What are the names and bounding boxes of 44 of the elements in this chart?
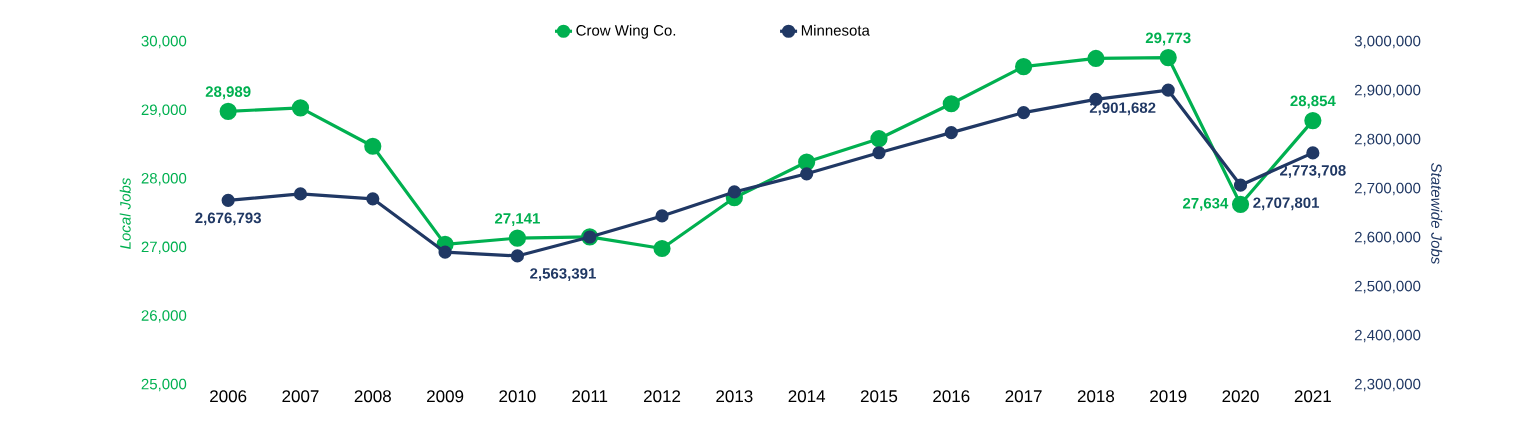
x-tick-label: 2010 — [499, 390, 536, 403]
x-tick-label: 2013 — [716, 390, 753, 403]
x-tick-label: 2021 — [1294, 390, 1331, 403]
y2-tick-label: 2,900,000 — [1354, 84, 1421, 98]
legend-label: Minnesota — [801, 24, 870, 36]
data-label: 2,773,708 — [1280, 165, 1346, 178]
data-label: 28,854 — [1290, 95, 1336, 109]
x-tick-label: 2018 — [1077, 390, 1115, 403]
data-label: 27,634 — [1182, 197, 1229, 211]
x-tick-label: 2020 — [1222, 390, 1259, 403]
x-tick-label: 2014 — [788, 390, 826, 403]
x-tick-label: 2006 — [210, 390, 247, 403]
y-tick-label: 26,000 — [141, 310, 187, 323]
y-tick-label: 27,000 — [141, 241, 187, 254]
data-label: 2,901,682 — [1089, 102, 1156, 116]
x-tick-label: 2012 — [643, 390, 681, 403]
y-tick-label: 30,000 — [141, 35, 187, 49]
y-tick-label: 25,000 — [141, 378, 187, 392]
y-tick-label: 29,000 — [141, 104, 187, 117]
legend-label: Crow Wing Co. — [576, 24, 676, 39]
x-tick-label: 2007 — [282, 390, 319, 403]
x-tick-label: 2011 — [572, 390, 608, 403]
data-label: 28,989 — [205, 86, 251, 100]
y2-axis-title: Statewide Jobs — [1431, 163, 1443, 265]
y2-tick-label: 2,300,000 — [1354, 378, 1421, 392]
y2-tick-label: 2,400,000 — [1354, 329, 1421, 343]
x-tick-label: 2009 — [427, 390, 464, 403]
data-label: 2,707,801 — [1253, 197, 1320, 211]
data-label: 2,563,391 — [530, 268, 596, 281]
x-tick-label: 2017 — [1005, 390, 1042, 403]
y2-tick-label: 2,500,000 — [1354, 280, 1421, 294]
data-label: 2,676,793 — [195, 212, 261, 226]
y2-tick-label: 3,000,000 — [1354, 35, 1421, 49]
y2-tick-label: 2,600,000 — [1354, 231, 1421, 245]
data-label: 27,141 — [494, 213, 540, 226]
x-tick-label: 2016 — [933, 390, 970, 403]
y2-tick-label: 2,800,000 — [1354, 133, 1421, 147]
y-axis-title: Local Jobs — [119, 177, 131, 249]
y2-tick-label: 2,700,000 — [1354, 182, 1421, 196]
x-tick-label: 2008 — [354, 390, 391, 403]
y-tick-label: 28,000 — [141, 173, 187, 186]
data-label: 29,773 — [1145, 32, 1191, 46]
x-tick-label: 2015 — [860, 390, 898, 403]
x-tick-label: 2019 — [1150, 390, 1187, 403]
